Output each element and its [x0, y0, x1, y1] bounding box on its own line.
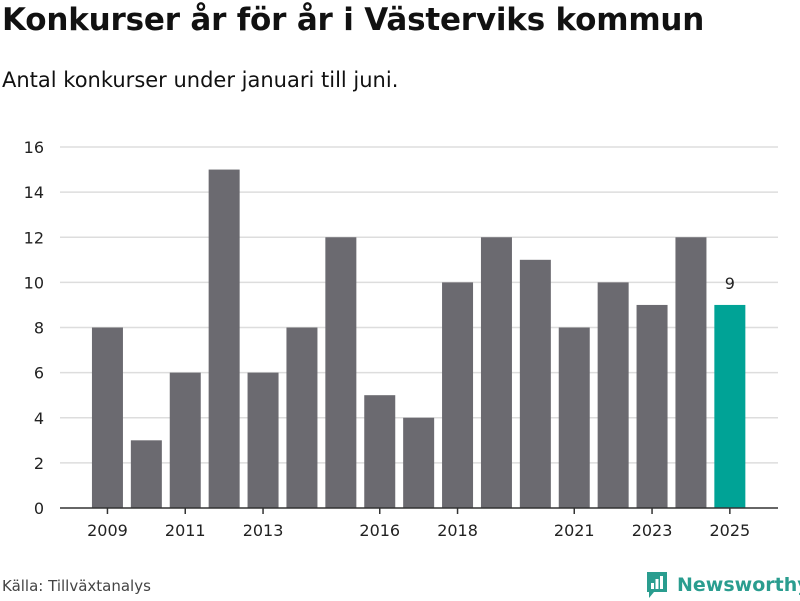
y-tick-label: 6 — [34, 364, 44, 383]
x-tick-label: 2023 — [632, 521, 673, 540]
source-note: Källa: Tillväxtanalys — [2, 577, 151, 595]
y-tick-label: 14 — [24, 183, 44, 202]
chart-subtitle: Antal konkurser under januari till juni. — [2, 68, 399, 92]
bar-2020 — [519, 259, 551, 508]
bar-2019 — [480, 237, 512, 508]
y-tick-label: 8 — [34, 319, 44, 338]
bar-2021 — [558, 327, 590, 508]
x-tick-label: 2011 — [165, 521, 206, 540]
x-tick-label: 2013 — [243, 521, 284, 540]
x-tick-label: 2009 — [87, 521, 128, 540]
tick-labels: 0 2 4 6 8 10 12 14 16 9 2009 2011 2013 2016 2018 2021 20… — [24, 138, 751, 540]
chart-title: Konkurser år för år i Västerviks kommun — [2, 2, 705, 38]
y-tick-label: 16 — [24, 138, 44, 157]
y-tick-label: 4 — [34, 409, 44, 428]
x-tick-label: 2025 — [709, 521, 750, 540]
logo-text: Newsworthy — [677, 574, 800, 596]
bar-2013 — [247, 372, 279, 508]
x-tick-label: 2016 — [359, 521, 400, 540]
x-tick-label: 2021 — [554, 521, 595, 540]
bar-2009 — [91, 327, 123, 508]
bar-2015 — [325, 237, 357, 508]
bar-2010 — [130, 440, 162, 508]
bar-2016 — [364, 395, 396, 508]
data-label-2025: 9 — [725, 274, 735, 293]
bar-2025 — [714, 304, 746, 508]
x-tick-label: 2018 — [437, 521, 478, 540]
bar-2018 — [442, 282, 474, 508]
newsworthy-logo[interactable]: Newsworthy — [645, 569, 800, 601]
bar-2012 — [208, 169, 240, 508]
axes — [60, 507, 778, 514]
newsworthy-logo-icon — [647, 572, 667, 598]
y-tick-label: 10 — [24, 273, 44, 292]
y-tick-label: 0 — [34, 499, 44, 518]
bar-2022 — [597, 282, 629, 508]
bars — [91, 169, 746, 508]
grid-lines — [60, 146, 778, 464]
bar-2024 — [675, 237, 707, 508]
bar-2011 — [169, 372, 201, 508]
y-tick-label: 12 — [24, 228, 44, 247]
bar-2017 — [403, 417, 435, 508]
bar-2023 — [636, 304, 668, 508]
y-tick-label: 2 — [34, 454, 44, 473]
bar-2014 — [286, 327, 318, 508]
